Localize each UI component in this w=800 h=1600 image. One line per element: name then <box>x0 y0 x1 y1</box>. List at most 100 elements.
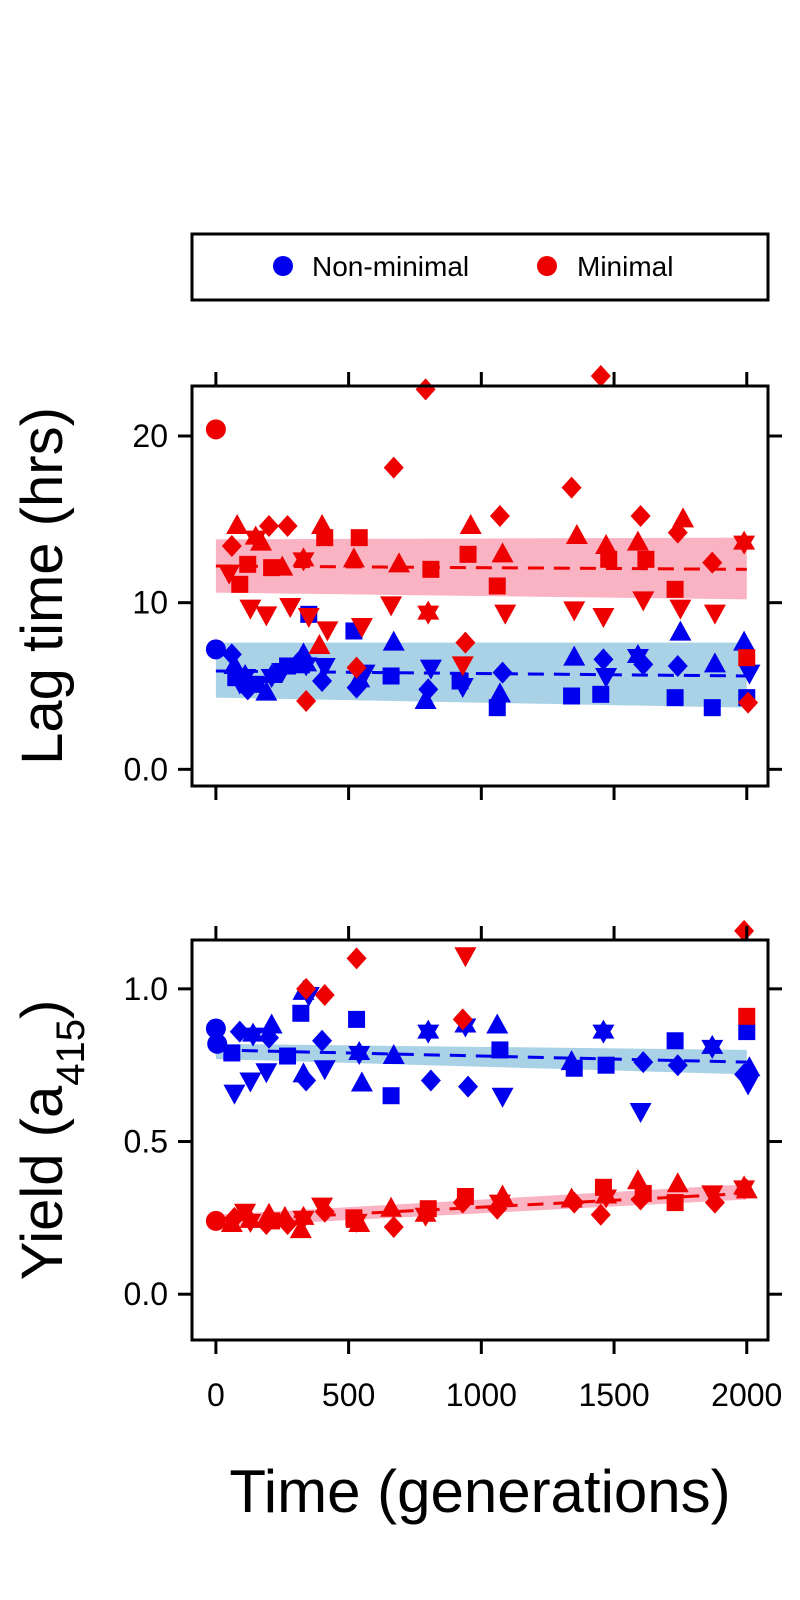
yield-point-non-minimal <box>382 1044 405 1065</box>
yield-point-minimal <box>239 1208 262 1233</box>
lag-point-minimal <box>383 456 404 479</box>
yield-y-label-prefix: Yield ( <box>10 1118 75 1280</box>
yield-point-minimal <box>595 1184 618 1209</box>
lag-point-minimal <box>380 596 403 617</box>
yield-point-minimal <box>296 977 317 1000</box>
yield-y-label-sub: 415 <box>49 1019 93 1086</box>
lag-point-non-minimal <box>669 620 692 641</box>
yield-point-non-minimal <box>491 1087 514 1108</box>
yield-point-non-minimal <box>738 1056 761 1077</box>
lag-point-minimal <box>221 535 242 557</box>
legend-marker-minimal <box>537 256 557 276</box>
x-axis-label: Time (generations) <box>229 1458 730 1525</box>
lag-point-minimal <box>738 691 759 714</box>
lag-point-minimal <box>637 550 655 568</box>
yield-point-non-minimal <box>565 1059 583 1077</box>
lag-point-non-minimal <box>595 668 618 688</box>
yield-point-non-minimal <box>666 1032 684 1050</box>
lag-point-minimal <box>488 577 506 595</box>
lag-point-minimal <box>277 515 298 537</box>
yield-y-axis-label: Yield (a415) <box>10 1000 93 1281</box>
yield-point-non-minimal <box>292 1004 310 1022</box>
x-tick-label: 500 <box>322 1377 375 1413</box>
lag-point-minimal <box>592 608 615 628</box>
yield-point-minimal <box>289 1218 312 1239</box>
lag-point-non-minimal <box>488 682 511 703</box>
lag-point-minimal <box>218 564 241 585</box>
lag-point-non-minimal <box>593 648 614 671</box>
yield-y-label-var: a <box>10 1085 75 1118</box>
lag-point-minimal <box>494 604 517 625</box>
lag-point-minimal <box>489 505 510 527</box>
yield-point-minimal <box>590 1203 611 1226</box>
yield-point-non-minimal <box>738 1023 756 1041</box>
lag-point-minimal <box>672 507 695 528</box>
yield-point-minimal <box>348 1211 371 1232</box>
lag-point-minimal <box>279 598 302 618</box>
yield-point-minimal <box>314 1200 335 1223</box>
yield-point-minimal <box>666 1172 689 1193</box>
yield-point-non-minimal <box>382 1087 400 1105</box>
yield-point-non-minimal <box>592 1019 615 1044</box>
lag-y-tick-label: 10 <box>132 585 168 621</box>
lag-point-non-minimal <box>451 678 474 698</box>
yield-y-tick-label: 0.0 <box>124 1276 168 1312</box>
lag-point-non-minimal <box>563 645 586 666</box>
lag-band-non-minimal <box>215 642 747 708</box>
yield-point-non-minimal <box>417 1019 440 1044</box>
yield-point-minimal <box>626 1169 649 1190</box>
lag-point-minimal <box>703 604 726 625</box>
lag-point-minimal <box>311 514 334 534</box>
yield-point-minimal <box>419 1200 437 1218</box>
lag-point-non-minimal <box>592 685 610 703</box>
lag-point-non-minimal <box>255 680 278 701</box>
lag-point-minimal <box>561 476 582 499</box>
lag-point-minimal <box>630 505 651 527</box>
yield-point-non-minimal <box>239 1072 262 1093</box>
lag-point-non-minimal <box>247 675 265 693</box>
yield-point-minimal <box>564 1191 585 1214</box>
lag-point-minimal <box>600 550 618 568</box>
legend: Non-minimal Minimal <box>190 232 770 302</box>
lag-point-non-minimal <box>295 652 318 677</box>
lag-point-minimal <box>590 365 611 387</box>
lag-point-non-minimal <box>260 664 283 688</box>
lag-point-minimal <box>417 600 440 625</box>
lag-point-non-minimal <box>414 689 437 709</box>
lag-point-minimal <box>626 530 649 551</box>
lag-point-minimal <box>316 529 334 547</box>
lag-point-non-minimal <box>667 655 688 677</box>
yield-point-minimal <box>292 1205 315 1230</box>
yield-point-non-minimal <box>458 1075 479 1098</box>
legend-label-minimal: Minimal <box>577 251 673 282</box>
yield-point-non-minimal <box>279 1047 297 1065</box>
yield-point-minimal <box>277 1212 298 1235</box>
yield-point-non-minimal <box>312 1029 333 1052</box>
yield-panel: 0.0 0.5 1.0 0 500 1000 1500 2000 Yield (a415) <box>10 919 782 1413</box>
lag-point-minimal <box>350 618 373 638</box>
yield-point-minimal <box>234 1203 257 1224</box>
lag-point-non-minimal <box>418 678 439 701</box>
legend-label-non-minimal: Non-minimal <box>312 251 469 282</box>
lag-point-minimal <box>415 378 436 401</box>
yield-point-non-minimal <box>350 1071 373 1092</box>
yield-point-non-minimal <box>205 1018 226 1039</box>
yield-point-non-minimal <box>348 1040 371 1065</box>
lag-point-non-minimal <box>703 699 721 717</box>
yield-point-non-minimal <box>242 1022 265 1047</box>
yield-point-minimal <box>704 1191 725 1214</box>
yield-point-non-minimal <box>313 1060 336 1081</box>
lag-point-non-minimal <box>205 639 226 660</box>
lag-point-minimal <box>350 529 368 547</box>
yield-y-tick-label: 1.0 <box>124 971 168 1007</box>
lag-point-minimal <box>565 524 588 544</box>
yield-point-non-minimal <box>348 1010 366 1028</box>
lag-y-tick-label: 20 <box>132 418 168 454</box>
yield-data-points <box>205 919 761 1239</box>
lag-point-minimal <box>231 575 249 593</box>
lag-point-non-minimal <box>382 667 400 685</box>
yield-point-non-minimal <box>737 1075 760 1096</box>
lag-point-minimal <box>258 515 279 537</box>
yield-point-non-minimal <box>701 1034 724 1059</box>
